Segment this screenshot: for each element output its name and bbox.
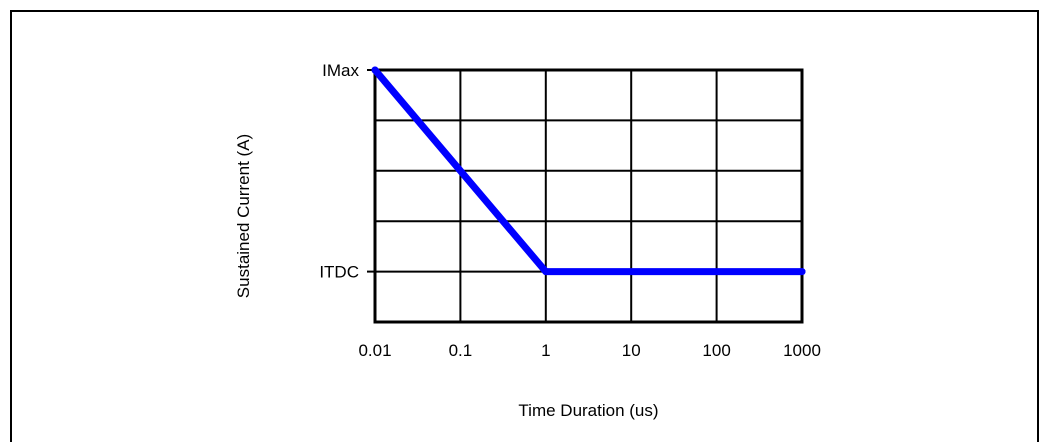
plot-border <box>373 68 804 324</box>
data-point <box>371 66 379 74</box>
y-tick-label: IMax <box>322 61 359 80</box>
x-tick-label: 1000 <box>783 341 821 360</box>
x-tick-label: 10 <box>622 341 641 360</box>
y-tick-label: ITDC <box>319 263 359 282</box>
series-layer <box>371 66 806 276</box>
x-tick-label: 0.1 <box>449 341 473 360</box>
x-axis-label: Time Duration (us) <box>518 401 658 420</box>
data-point <box>542 268 550 276</box>
data-point <box>798 268 806 276</box>
x-tick-labels: 0.01 0.1 1 10 100 1000 <box>358 341 820 360</box>
x-tick-label: 1 <box>541 341 550 360</box>
y-axis-label: Sustained Current (A) <box>234 134 253 298</box>
chart-frame <box>10 10 1039 442</box>
x-tick-label: 100 <box>702 341 730 360</box>
x-tick-label: 0.01 <box>358 341 391 360</box>
y-tick-labels: IMax ITDC <box>319 61 359 282</box>
plot-grid <box>367 68 804 324</box>
